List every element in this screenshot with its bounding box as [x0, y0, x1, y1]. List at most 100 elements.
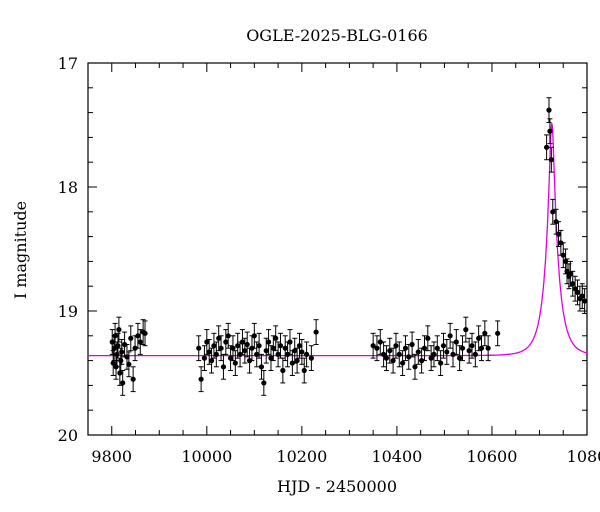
- model-curve: [88, 123, 588, 357]
- data-point: [114, 351, 120, 357]
- data-point: [304, 351, 310, 357]
- y-tick-label: 19: [58, 302, 78, 321]
- data-point: [218, 345, 224, 351]
- data-point: [126, 361, 132, 367]
- plot-frame: [87, 62, 588, 436]
- data-point: [206, 349, 212, 355]
- data-point: [273, 335, 279, 341]
- data-point: [216, 335, 222, 341]
- data-point: [447, 333, 453, 339]
- data-point: [546, 107, 552, 113]
- data-point: [299, 349, 305, 355]
- data-point: [544, 144, 550, 150]
- data-point: [142, 330, 148, 336]
- data-point: [387, 348, 393, 354]
- data-point: [118, 358, 124, 364]
- data-point: [419, 358, 425, 364]
- data-point: [265, 339, 272, 345]
- data-point: [223, 339, 229, 345]
- data-point: [196, 345, 202, 351]
- data-point: [213, 351, 219, 357]
- data-point: [124, 354, 130, 360]
- data-point: [232, 360, 238, 366]
- data-point: [482, 330, 488, 336]
- data-point: [239, 339, 246, 345]
- x-tick-label: 9800: [91, 447, 132, 466]
- data-point: [547, 128, 553, 134]
- data-points-group: [109, 97, 588, 396]
- data-point: [412, 364, 418, 370]
- y-tick-label: 17: [58, 54, 78, 73]
- data-point: [560, 252, 566, 258]
- data-point: [110, 360, 116, 366]
- data-point: [421, 345, 428, 351]
- data-point: [574, 289, 581, 295]
- x-tick-label: 1080: [567, 447, 600, 466]
- data-point: [434, 345, 440, 351]
- data-point: [109, 339, 115, 345]
- data-point: [208, 358, 215, 364]
- data-point: [296, 343, 303, 349]
- data-point: [402, 345, 409, 351]
- data-point: [251, 333, 257, 339]
- data-point: [409, 341, 415, 348]
- y-tick-label: 20: [58, 426, 78, 445]
- data-point: [132, 345, 138, 351]
- data-point: [406, 354, 412, 360]
- data-point: [377, 339, 383, 345]
- data-point: [431, 351, 437, 357]
- data-point: [400, 360, 406, 366]
- data-point: [459, 345, 466, 351]
- data-point: [415, 349, 421, 355]
- minor-ticks: [87, 63, 587, 435]
- data-point: [472, 351, 478, 357]
- data-point: [137, 339, 143, 345]
- chart-title: OGLE-2025-BLG-0166: [246, 26, 428, 45]
- x-tick-label: 10200: [276, 447, 327, 466]
- data-point: [438, 360, 444, 366]
- data-point: [572, 286, 578, 292]
- major-ticks: [88, 62, 588, 436]
- y-axis-label: I magnitude: [11, 201, 30, 299]
- data-point: [466, 348, 472, 354]
- data-point: [582, 298, 588, 304]
- data-point: [230, 345, 236, 351]
- data-point: [204, 339, 210, 345]
- tick-labels: 9800 10000 10200 10400 10600 1080 17 18 19 20: [58, 54, 600, 466]
- data-point: [440, 343, 447, 349]
- data-point: [476, 335, 482, 341]
- data-point: [383, 355, 390, 361]
- model-curve-group: [88, 123, 588, 357]
- data-point: [282, 345, 288, 351]
- data-point: [453, 339, 459, 345]
- data-point: [390, 358, 396, 364]
- data-point: [225, 333, 231, 339]
- data-point: [292, 348, 298, 354]
- data-point: [268, 355, 274, 361]
- data-point: [119, 349, 125, 355]
- data-point: [294, 358, 300, 364]
- data-point: [393, 343, 399, 349]
- x-tick-label: 10400: [371, 447, 422, 466]
- data-point: [128, 335, 134, 341]
- data-point: [478, 345, 485, 351]
- data-point: [261, 380, 267, 386]
- data-point: [254, 351, 260, 357]
- data-point: [463, 327, 469, 333]
- data-point: [270, 345, 276, 351]
- data-point: [555, 231, 562, 237]
- data-point: [198, 376, 204, 382]
- data-point: [275, 351, 281, 357]
- data-point: [485, 345, 491, 351]
- x-tick-label: 10600: [466, 447, 517, 466]
- data-point: [227, 355, 234, 361]
- data-point: [444, 349, 450, 355]
- data-point: [258, 364, 265, 370]
- data-point: [280, 367, 286, 374]
- data-point: [425, 335, 431, 341]
- data-point: [135, 333, 141, 339]
- data-point: [567, 271, 573, 277]
- data-point: [130, 376, 136, 382]
- data-point: [277, 343, 284, 349]
